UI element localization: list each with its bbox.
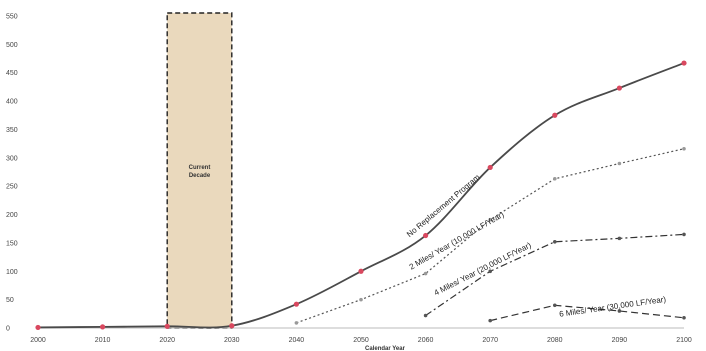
current-decade-label-line1: Current: [189, 165, 211, 171]
series-1-point: [100, 324, 106, 330]
series-1-point: [616, 85, 623, 91]
x-tick-label: 2020: [159, 337, 175, 344]
x-tick-label: 2040: [289, 337, 305, 344]
y-tick-label: 300: [6, 155, 18, 162]
series-1-point: [423, 232, 429, 239]
series-1-point: [358, 268, 364, 274]
y-tick-label: 100: [6, 269, 18, 276]
y-tick-label: 450: [6, 70, 18, 77]
y-tick-label: 50: [6, 297, 14, 304]
series-1-point: [552, 112, 558, 118]
x-tick-label: 2010: [95, 337, 111, 344]
y-tick-label: 250: [6, 184, 18, 191]
y-tick-label: 400: [6, 99, 18, 106]
y-tick-label: 0: [6, 326, 10, 333]
series-3-point: [682, 232, 686, 237]
y-tick-label: 350: [6, 127, 18, 134]
series-2-point: [294, 321, 299, 325]
series-3-point: [553, 239, 557, 244]
series-line-2: [296, 148, 685, 324]
series-2-point: [617, 161, 622, 166]
x-tick-label: 2000: [30, 337, 46, 344]
series-4-point: [553, 303, 557, 308]
y-tick-label: 150: [6, 240, 18, 247]
x-tick-label: 2090: [612, 337, 628, 344]
series-label-4: 6 Miles/ Year (30,000 LF/Year): [559, 295, 667, 319]
series-2-point: [423, 271, 428, 276]
series-1-point: [35, 324, 41, 331]
x-tick-label: 2060: [418, 337, 434, 344]
current-decade-label-line2: Decade: [189, 173, 211, 179]
y-tick-label: 500: [6, 42, 18, 49]
series-2-point: [553, 177, 557, 181]
series-1-point: [681, 60, 687, 66]
series-3-point: [488, 269, 493, 274]
y-tick-label: 200: [6, 212, 18, 219]
series-2-point: [359, 297, 363, 302]
series-1-point: [487, 164, 493, 171]
series-2-point: [682, 146, 686, 151]
series-4-point: [617, 309, 622, 313]
series-3-point: [617, 236, 622, 241]
series-4-point: [682, 315, 686, 320]
series-1-point: [229, 323, 235, 329]
series-4-point: [488, 318, 493, 323]
x-tick-label: 2030: [224, 337, 240, 344]
y-tick-label: 550: [6, 14, 18, 21]
x-tick-label: 2050: [353, 337, 369, 344]
series-line-1: [37, 62, 685, 329]
series-1-point: [293, 301, 299, 307]
x-tick-label: 2080: [547, 337, 563, 344]
current-decade-band: [166, 12, 233, 329]
x-axis-title: Calendar Year: [365, 346, 406, 351]
x-tick-label: 2070: [482, 337, 498, 344]
series-2-point: [488, 217, 493, 222]
series-1-point: [164, 323, 170, 329]
series-line-3: [425, 233, 685, 317]
x-tick-label: 2100: [676, 337, 692, 344]
series-line-4: [490, 304, 685, 322]
series-3-point: [423, 313, 428, 318]
